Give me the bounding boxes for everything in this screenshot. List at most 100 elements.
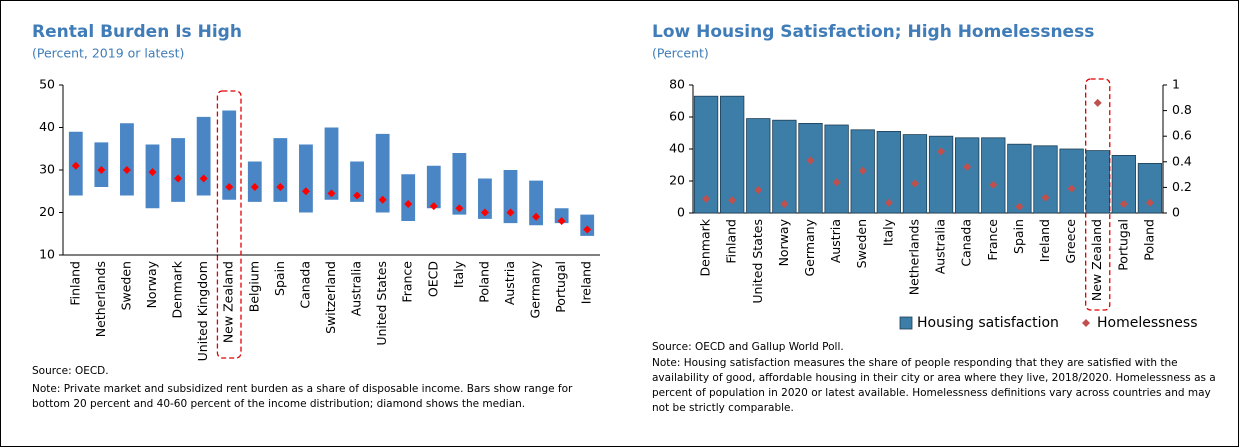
x-tick-label: Poland (476, 261, 491, 303)
median-marker (174, 174, 183, 183)
x-tick-label: Portugal (553, 261, 568, 313)
marker (754, 185, 763, 194)
y-tick-label: 30 (39, 162, 55, 177)
legend-label: Homelessness (1097, 315, 1198, 331)
marker (1067, 184, 1076, 193)
range-bar (247, 161, 262, 202)
x-tick-label: Denmark (698, 218, 713, 276)
note: Note: Private market and subsidized rent… (32, 383, 573, 410)
bar (824, 124, 849, 214)
x-tick-label: Australia (933, 219, 948, 274)
y2-tick-label: 0.4 (1172, 153, 1192, 168)
x-tick-label: Germany (528, 260, 543, 318)
x-tick-label: New Zealand (221, 261, 236, 343)
bar (1137, 162, 1163, 214)
bar (902, 134, 928, 214)
bar (720, 95, 745, 214)
marker (1015, 202, 1024, 211)
highlight-box (216, 90, 242, 359)
x-tick-label: Belgium (246, 261, 261, 312)
bar (1007, 143, 1032, 214)
x-tick-label: Portugal (1115, 219, 1130, 271)
bar (1059, 148, 1084, 214)
marker (806, 156, 815, 165)
y-tick-label: 80 (669, 77, 685, 92)
range-bar (503, 170, 518, 224)
median-marker (455, 204, 464, 213)
x-tick-label: Norway (144, 260, 159, 308)
range-bar (196, 116, 211, 196)
source: Source: OECD and Gallup World Poll. (652, 341, 844, 353)
x-tick-label: Norway (776, 218, 791, 266)
bar (1033, 145, 1058, 214)
bar (928, 135, 954, 214)
chart-subtitle: (Percent, 2019 or latest) (32, 46, 184, 61)
bar (1111, 154, 1136, 214)
x-tick-label: Greece (1063, 219, 1078, 264)
marker (1093, 98, 1102, 107)
range-bar (580, 214, 595, 236)
median-marker (97, 166, 106, 174)
median-marker (301, 187, 310, 196)
x-tick-label: Denmark (170, 260, 185, 318)
marker (989, 180, 998, 189)
x-tick-label: Italy (451, 260, 466, 288)
legend-swatch (899, 316, 913, 330)
median-marker (148, 168, 157, 177)
x-tick-label: Finland (724, 219, 739, 264)
x-tick-label: Germany (802, 218, 817, 276)
y2-tick-label: 0.2 (1172, 179, 1192, 194)
median-marker (276, 183, 285, 191)
x-tick-label: Spain (272, 261, 287, 296)
x-tick-label: OECD (425, 261, 440, 297)
range-bar (120, 123, 134, 196)
median-marker (250, 183, 259, 191)
range-bar (375, 133, 390, 213)
bar (1085, 150, 1110, 214)
y-tick-label: 20 (39, 204, 55, 219)
bar (981, 137, 1006, 214)
marker (884, 198, 893, 207)
bar (876, 130, 901, 214)
marker (1041, 193, 1050, 202)
marker (702, 194, 711, 203)
range-bar (222, 110, 237, 200)
x-tick-label: Canada (959, 219, 974, 267)
y-tick-label: 60 (669, 109, 685, 124)
marker (937, 147, 946, 156)
y-tick-label: 10 (39, 247, 55, 262)
median-marker (327, 189, 336, 198)
marker (1145, 198, 1154, 207)
marker (910, 179, 919, 188)
range-bar (324, 127, 339, 200)
range-bar (452, 153, 467, 215)
median-marker (429, 202, 438, 211)
median-marker (225, 183, 234, 191)
y2-tick-label: 0 (1172, 205, 1180, 220)
median-marker (122, 166, 131, 174)
y-tick-label: 0 (677, 205, 685, 220)
range-bar (273, 138, 288, 202)
median-marker (378, 195, 387, 204)
bar (772, 119, 797, 214)
range-bar (350, 161, 364, 202)
range-bar (299, 144, 313, 213)
y2-tick-label: 1 (1172, 77, 1180, 92)
x-tick-label: Netherlands (93, 261, 108, 337)
source: Source: OECD. (32, 365, 109, 377)
bar (955, 137, 980, 214)
median-marker (532, 212, 541, 221)
range-bar (171, 138, 185, 202)
range-bar (554, 208, 569, 224)
chart-title: Low Housing Satisfaction; High Homelessn… (652, 22, 1094, 42)
range-bar (426, 165, 441, 209)
range-bar (529, 180, 543, 226)
median-marker (71, 161, 80, 170)
median-marker (353, 191, 362, 200)
x-tick-label: Finland (67, 261, 82, 306)
x-tick-label: France (400, 261, 415, 303)
x-tick-label: Sweden (854, 219, 869, 268)
marker (728, 196, 737, 205)
